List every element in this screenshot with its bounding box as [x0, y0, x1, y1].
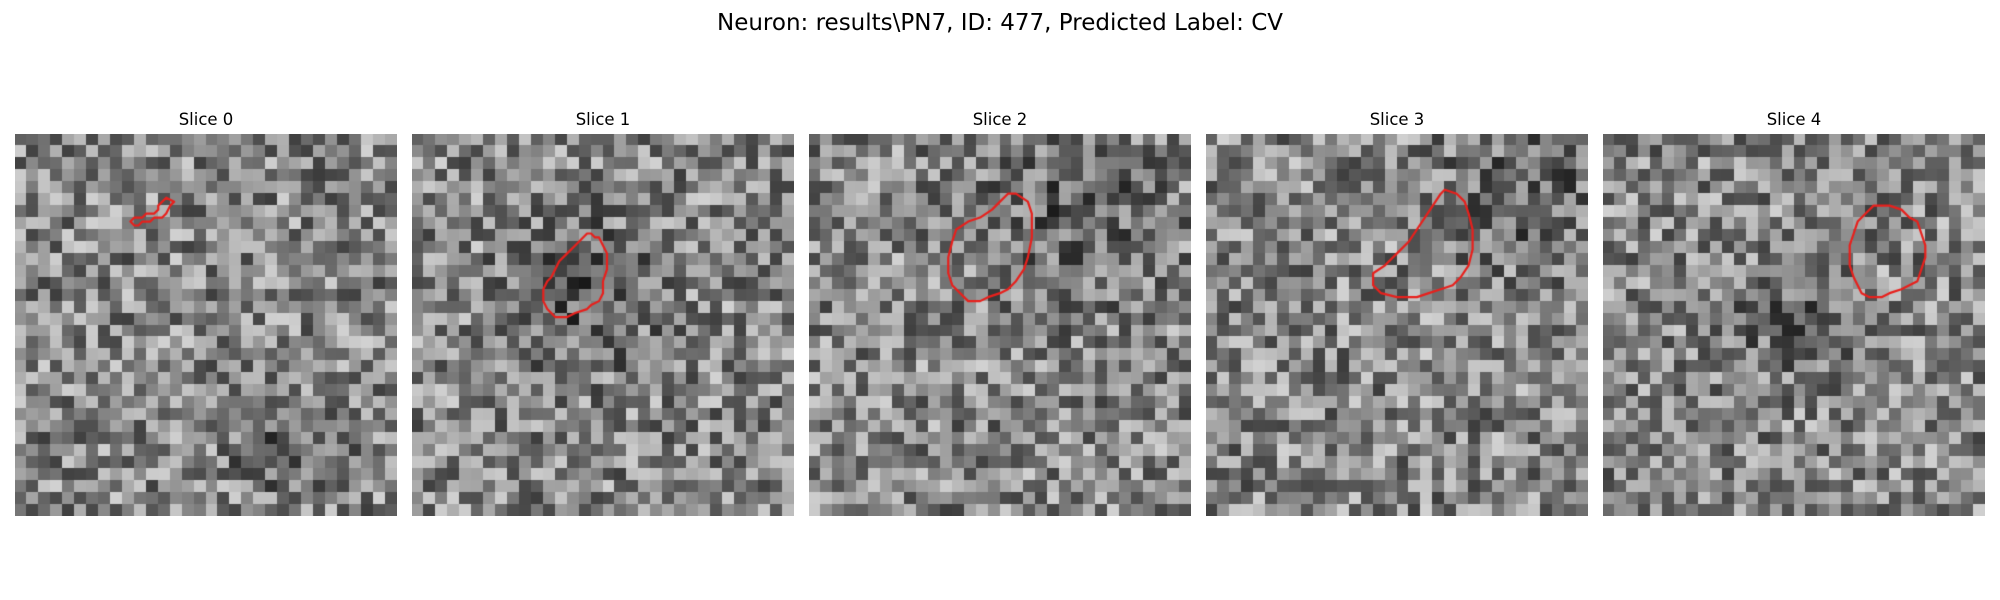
- slice-image: [412, 134, 794, 516]
- slice-title: Slice 1: [412, 108, 794, 132]
- slice-title: Slice 3: [1206, 108, 1588, 132]
- slice-image: [15, 134, 397, 516]
- slice-image: [1206, 134, 1588, 516]
- slice-image: [809, 134, 1191, 516]
- slice-image: [1603, 134, 1985, 516]
- slice-title: Slice 2: [809, 108, 1191, 132]
- slice-title: Slice 4: [1603, 108, 1985, 132]
- slice-title: Slice 0: [15, 108, 397, 132]
- figure-title: Neuron: results\PN7, ID: 477, Predicted …: [0, 6, 2000, 40]
